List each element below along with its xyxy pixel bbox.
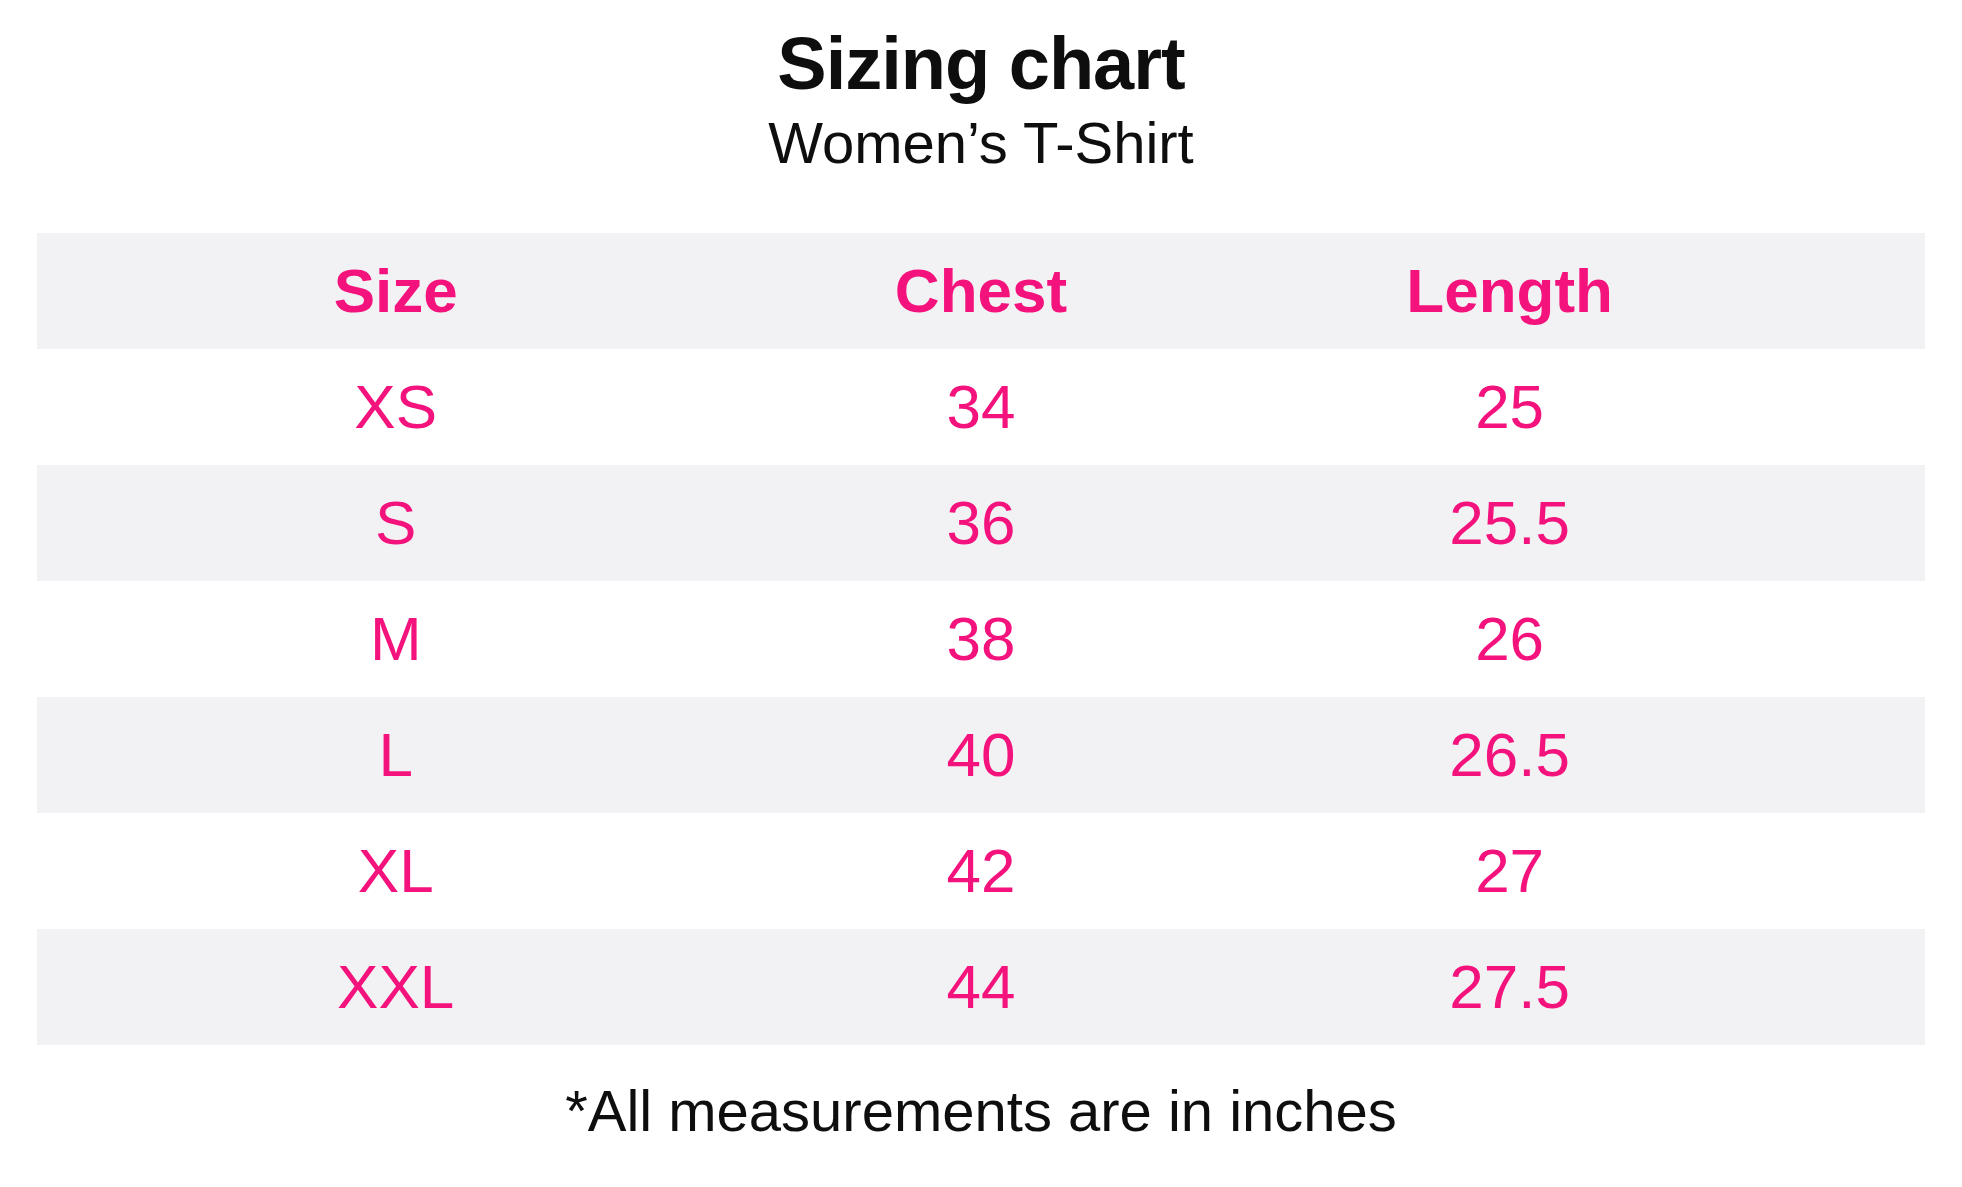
size-cell: L [37, 724, 754, 786]
length-cell: 26 [1208, 608, 1812, 670]
size-cell: XXL [37, 956, 754, 1018]
table-row-l: L 40 26.5 [37, 697, 1925, 813]
chest-cell: 36 [754, 492, 1207, 554]
length-cell: 25.5 [1208, 492, 1812, 554]
page-subtitle: Women’s T-Shirt [0, 107, 1962, 179]
sizing-table: Size Chest Length XS 34 25 S 36 25.5 M 3… [37, 233, 1925, 1045]
length-cell: 27 [1208, 840, 1812, 902]
table-header-row: Size Chest Length [37, 233, 1925, 349]
table-row-xl: XL 42 27 [37, 813, 1925, 929]
column-header-chest: Chest [754, 260, 1207, 322]
measurements-footnote: *All measurements are in inches [0, 1077, 1962, 1144]
size-cell: M [37, 608, 754, 670]
length-cell: 27.5 [1208, 956, 1812, 1018]
table-row-xs: XS 34 25 [37, 349, 1925, 465]
size-cell: XL [37, 840, 754, 902]
size-cell: XS [37, 376, 754, 438]
length-cell: 26.5 [1208, 724, 1812, 786]
table-row-m: M 38 26 [37, 581, 1925, 697]
chest-cell: 34 [754, 376, 1207, 438]
chest-cell: 42 [754, 840, 1207, 902]
chest-cell: 40 [754, 724, 1207, 786]
table-row-s: S 36 25.5 [37, 465, 1925, 581]
length-cell: 25 [1208, 376, 1812, 438]
chest-cell: 38 [754, 608, 1207, 670]
sizing-chart-page: Sizing chart Women’s T-Shirt Size Chest … [0, 0, 1962, 1187]
table-row-xxl: XXL 44 27.5 [37, 929, 1925, 1045]
column-header-size: Size [37, 260, 754, 322]
page-title: Sizing chart [0, 20, 1962, 107]
size-cell: S [37, 492, 754, 554]
chest-cell: 44 [754, 956, 1207, 1018]
column-header-length: Length [1208, 260, 1812, 322]
